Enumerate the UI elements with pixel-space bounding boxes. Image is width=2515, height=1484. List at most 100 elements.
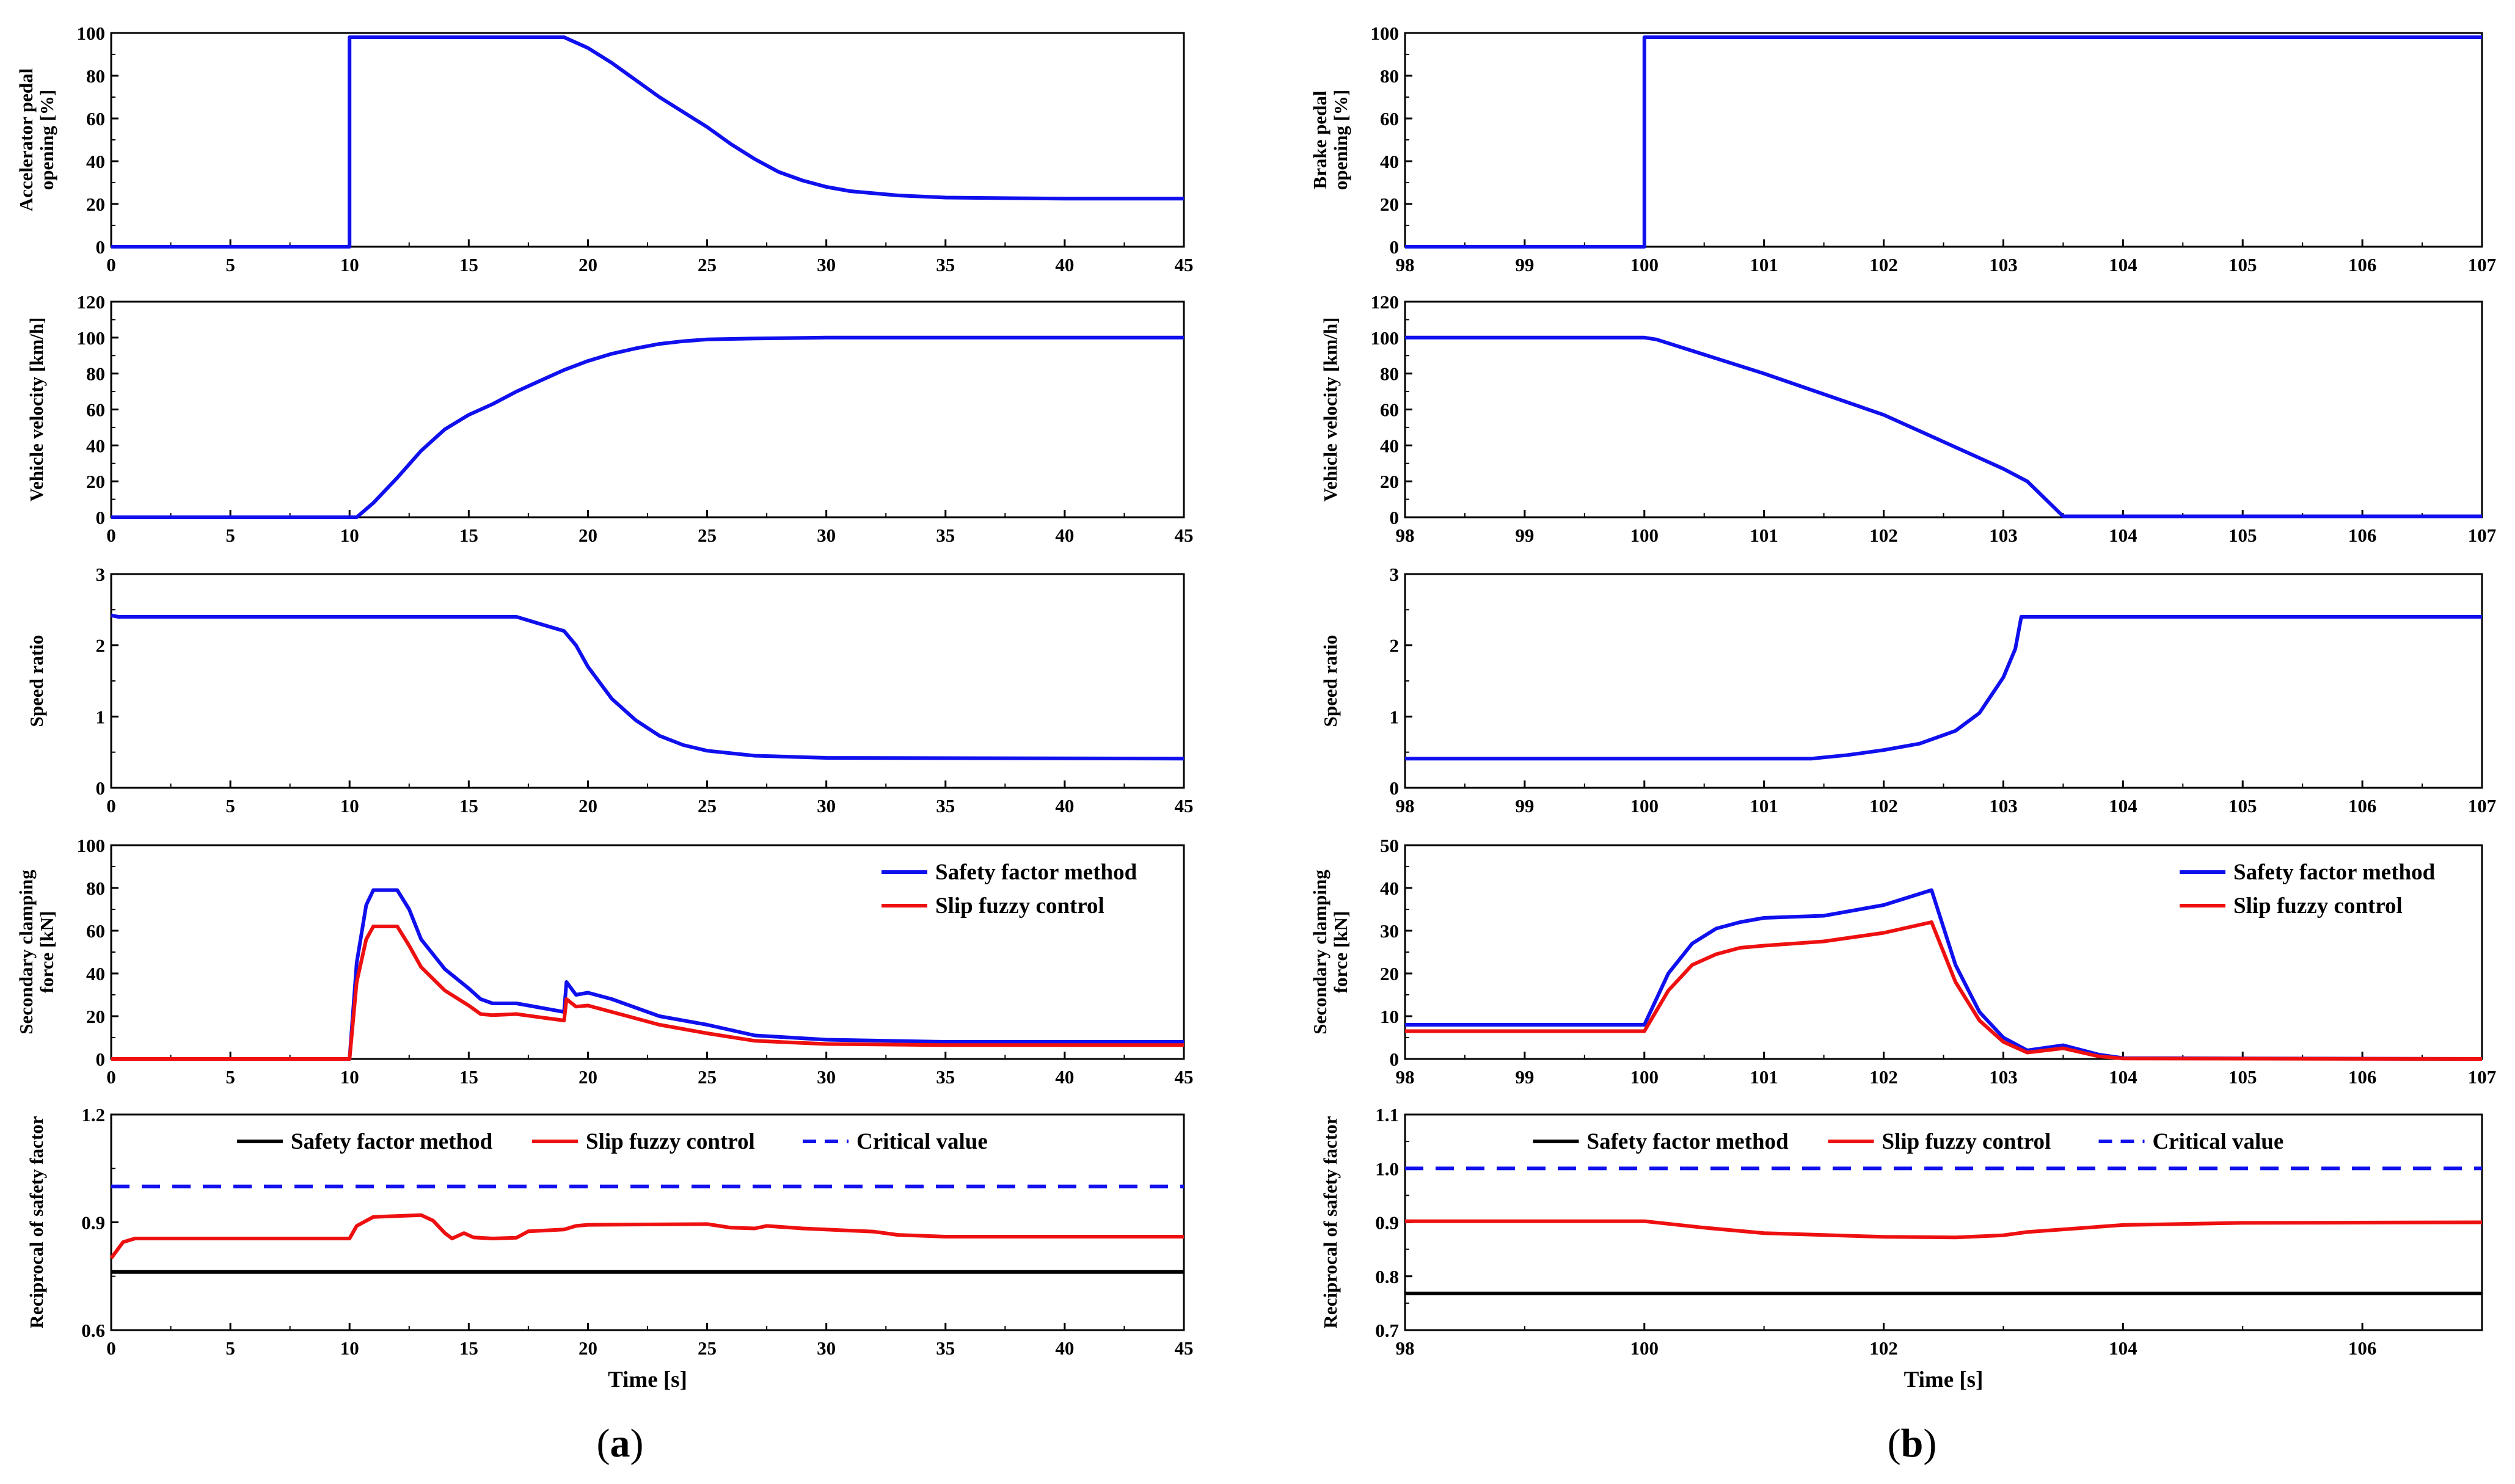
y-tick-label: 0 bbox=[1390, 777, 1400, 799]
legend-label: Safety factor method bbox=[291, 1129, 493, 1154]
y-tick-label: 40 bbox=[86, 963, 105, 984]
x-tick-label: 101 bbox=[1750, 254, 1778, 275]
series-line bbox=[111, 35, 1184, 249]
legend-label: Slip fuzzy control bbox=[1882, 1129, 2051, 1154]
x-tick-label: 100 bbox=[1630, 525, 1659, 546]
x-tick-label: 35 bbox=[936, 1066, 955, 1088]
y-tick-label: 120 bbox=[1371, 291, 1400, 313]
y-tick-label: 40 bbox=[1380, 435, 1399, 456]
x-tick-label: 15 bbox=[459, 1337, 478, 1359]
x-tick-label: 98 bbox=[1396, 1337, 1415, 1359]
y-tick-label: 3 bbox=[96, 564, 106, 585]
y-tick-label: 20 bbox=[1380, 471, 1399, 492]
x-tick-label: 106 bbox=[2348, 1066, 2377, 1088]
x-tick-label: 5 bbox=[225, 1066, 235, 1088]
x-tick-label: 20 bbox=[579, 1066, 597, 1088]
y-tick-label: 2 bbox=[1390, 635, 1400, 657]
x-tick-label: 10 bbox=[340, 525, 359, 546]
x-tick-label: 107 bbox=[2468, 254, 2497, 275]
chart-a2: 0 5 10 15 20 25 30 35 40 45 0 20 40 60 80 100 120 Vehicle… bbox=[26, 291, 1194, 546]
chart-b3: 98 99 100 101 102 103 104 105 106 107 0 1 2 3 Speed ra… bbox=[1320, 564, 2496, 817]
x-tick-label: 98 bbox=[1396, 795, 1415, 817]
x-tick-label: 98 bbox=[1396, 525, 1415, 546]
y-tick-label: 60 bbox=[86, 920, 105, 942]
y-tick-label: 0 bbox=[1390, 507, 1400, 528]
y-tick-label: 120 bbox=[77, 291, 106, 313]
series-line bbox=[1405, 615, 2482, 761]
caption-a-letter: a bbox=[610, 1421, 630, 1466]
x-tick-label: 45 bbox=[1175, 254, 1194, 275]
chart-a5: 0 5 10 15 20 25 30 35 40 45 0.6 0.9 1.2 Reciprocal of… bbox=[26, 1104, 1194, 1392]
x-tick-label: 0 bbox=[106, 525, 116, 546]
y-tick-label: 20 bbox=[86, 1006, 105, 1027]
y-tick-label: 80 bbox=[86, 363, 105, 385]
x-tick-label: 40 bbox=[1055, 1066, 1074, 1088]
x-tick-label: 30 bbox=[817, 1066, 836, 1088]
x-tick-label: 101 bbox=[1750, 525, 1778, 546]
chart-b2: 98 99 100 101 102 103 104 105 106 107 0 20 40 60 80 100… bbox=[1320, 291, 2496, 546]
y-axis-title-line: Vehicle velocity [km/h] bbox=[26, 318, 47, 502]
x-tick-label: 98 bbox=[1396, 1066, 1415, 1088]
y-tick-label: 1.1 bbox=[1375, 1104, 1399, 1126]
legend-label: Safety factor method bbox=[935, 860, 1137, 885]
x-tick-label: 5 bbox=[225, 1337, 235, 1359]
series-line bbox=[111, 925, 1184, 1061]
y-axis-title: Accelerator pedalopening [%] bbox=[15, 68, 57, 211]
y-tick-label: 80 bbox=[1380, 65, 1399, 87]
x-tick-label: 40 bbox=[1055, 525, 1074, 546]
x-tick-label: 104 bbox=[2109, 254, 2137, 275]
y-tick-label: 20 bbox=[86, 471, 105, 492]
x-tick-label: 0 bbox=[106, 1337, 116, 1359]
x-tick-label: 45 bbox=[1175, 525, 1194, 546]
y-tick-label: 80 bbox=[1380, 363, 1399, 385]
x-tick-label: 15 bbox=[459, 795, 478, 817]
x-tick-label: 15 bbox=[459, 254, 478, 275]
x-tick-label: 104 bbox=[2109, 525, 2137, 546]
legend-label: Safety factor method bbox=[2233, 860, 2436, 885]
y-tick-label: 0 bbox=[96, 236, 106, 258]
series-line bbox=[109, 1213, 1184, 1260]
x-tick-label: 98 bbox=[1396, 254, 1415, 275]
plot-frame bbox=[1404, 300, 2483, 518]
chart-b1: 98 99 100 101 102 103 104 105 106 107 0 20 40 60 80 100… bbox=[1309, 23, 2496, 275]
x-tick-label: 100 bbox=[1630, 795, 1659, 817]
x-tick-label: 103 bbox=[1989, 254, 2018, 275]
y-tick-label: 1.2 bbox=[81, 1104, 105, 1126]
x-tick-label: 0 bbox=[106, 795, 116, 817]
y-tick-label: 100 bbox=[77, 327, 106, 349]
x-tick-label: 35 bbox=[936, 1337, 955, 1359]
x-tick-label: 99 bbox=[1515, 1066, 1534, 1088]
y-axis-title: Speed ratio bbox=[26, 635, 47, 727]
y-axis-title: Reciprocal of safety factor bbox=[26, 1116, 47, 1328]
x-tick-label: 103 bbox=[1989, 525, 2018, 546]
x-tick-label: 102 bbox=[1869, 254, 1898, 275]
y-tick-label: 100 bbox=[1371, 23, 1400, 44]
y-tick-label: 80 bbox=[86, 65, 105, 87]
legend-label: Safety factor method bbox=[1587, 1129, 1789, 1154]
chart-b4: 98 99 100 101 102 103 104 105 106 107 0 10 20 30 40 50 S… bbox=[1309, 835, 2496, 1088]
x-tick-label: 103 bbox=[1989, 795, 2018, 817]
x-tick-label: 45 bbox=[1175, 1066, 1194, 1088]
x-tick-label: 105 bbox=[2228, 1066, 2257, 1088]
y-tick-label: 100 bbox=[1371, 327, 1400, 349]
series-line bbox=[1405, 920, 2483, 1061]
y-axis-title-line: opening [%] bbox=[36, 90, 57, 191]
y-tick-label: 100 bbox=[77, 835, 106, 856]
y-tick-label: 0 bbox=[1390, 236, 1400, 258]
y-axis-title-line: opening [%] bbox=[1330, 90, 1351, 191]
caption-a: (a) bbox=[597, 1421, 644, 1466]
y-tick-label: 30 bbox=[1380, 920, 1399, 942]
plot-frame bbox=[110, 300, 1185, 518]
x-tick-label: 20 bbox=[579, 1337, 597, 1359]
x-tick-label: 99 bbox=[1515, 525, 1534, 546]
x-tick-label: 45 bbox=[1175, 795, 1194, 817]
x-tick-label: 30 bbox=[817, 525, 836, 546]
y-axis-title: Secondary clampingforce [kN] bbox=[1309, 870, 1351, 1035]
caption-b: (b) bbox=[1888, 1421, 1937, 1466]
y-tick-label: 20 bbox=[1380, 194, 1399, 215]
plot-frame bbox=[110, 32, 1185, 248]
series-line bbox=[1405, 335, 2482, 518]
series-line bbox=[1405, 888, 2483, 1061]
y-axis-title-line: Reciprocal of safety factor bbox=[26, 1116, 47, 1328]
x-tick-label: 106 bbox=[2348, 254, 2377, 275]
